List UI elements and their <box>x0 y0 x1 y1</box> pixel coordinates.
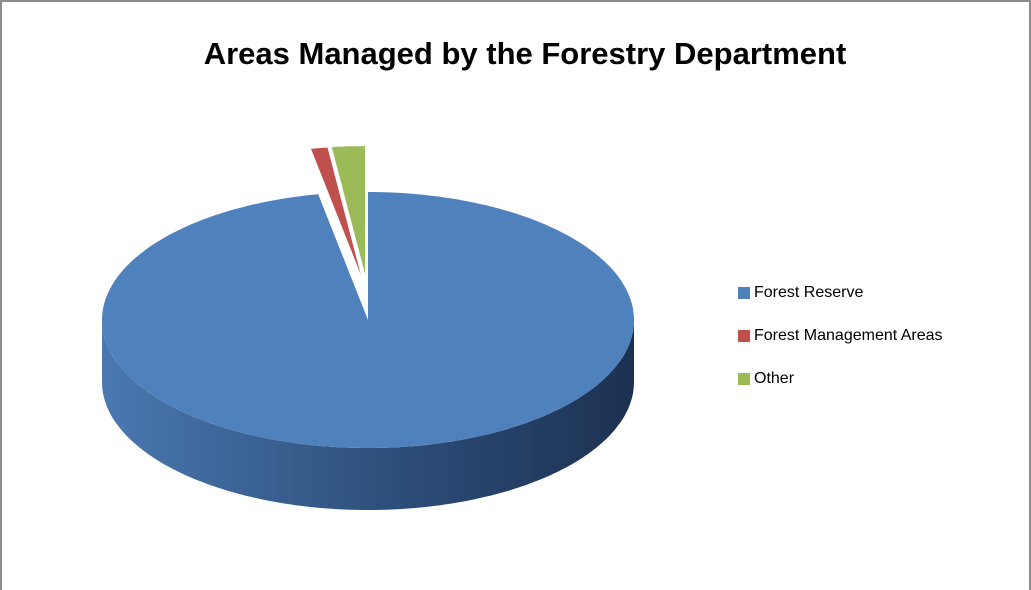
legend-swatch <box>738 330 750 342</box>
legend-label: Forest Reserve <box>754 284 863 301</box>
legend-swatch <box>738 373 750 385</box>
legend-swatch <box>738 287 750 299</box>
slice-side <box>102 320 634 510</box>
legend-label: Other <box>754 370 795 387</box>
legend-label: Forest Management Areas <box>754 327 943 344</box>
slice <box>102 192 634 448</box>
slice <box>331 146 366 275</box>
chart-title: Areas Managed by the Forestry Department <box>204 36 847 71</box>
slice <box>311 147 361 275</box>
